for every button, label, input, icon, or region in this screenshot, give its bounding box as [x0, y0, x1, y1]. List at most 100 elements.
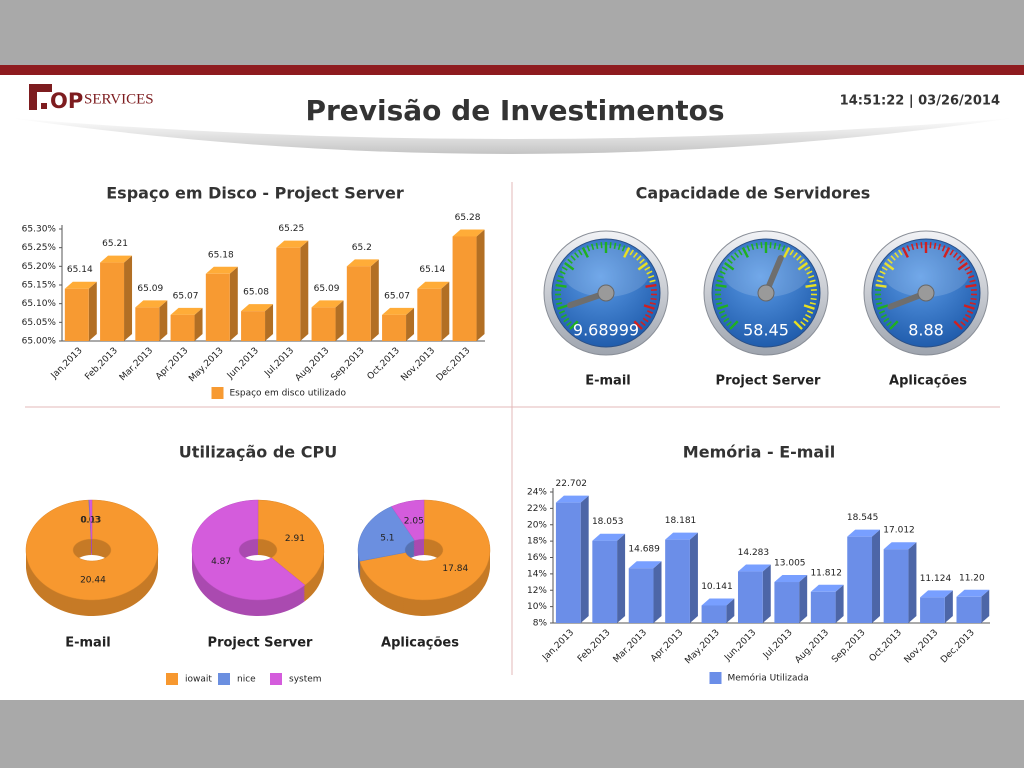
bar-top — [737, 564, 771, 572]
top-bar — [0, 0, 1024, 65]
gauge-tick — [727, 258, 733, 264]
bar — [555, 502, 581, 623]
chart-title: Capacidade de Servidores — [636, 184, 871, 203]
y-tick-label: 16% — [527, 553, 547, 563]
gauge-tick — [558, 310, 566, 314]
gauge-tick — [911, 243, 915, 251]
bar — [956, 596, 982, 623]
gauge-value: 58.45 — [743, 321, 789, 340]
bar — [382, 314, 407, 341]
gauge-cap — [917, 284, 935, 302]
data-label: 11.812 — [810, 568, 842, 578]
gauge-tick — [915, 242, 919, 249]
gauge-tick — [966, 270, 973, 275]
bar-top — [956, 589, 990, 597]
gauge-tick — [719, 270, 726, 275]
bar-side — [653, 561, 662, 623]
x-tick-label: Jan,2013 — [540, 628, 576, 664]
slice-label: 2.91 — [285, 534, 305, 544]
pie-slice — [357, 506, 416, 562]
x-tick-label: Sep,2013 — [830, 628, 867, 665]
gauge-tick — [600, 242, 603, 249]
gauge-tick — [810, 297, 817, 301]
bar — [417, 288, 442, 341]
gauge-tick — [648, 274, 655, 279]
gauge-tick — [621, 245, 626, 252]
bar — [311, 307, 336, 341]
x-tick-label: Feb,2013 — [576, 628, 613, 665]
gauge-tick — [773, 242, 777, 249]
bar — [810, 591, 836, 623]
gauge-tick — [897, 249, 903, 256]
gauge-tick — [937, 243, 941, 251]
red-band — [0, 65, 1024, 75]
y-tick-label: 65.30% — [22, 225, 57, 235]
bar-side — [124, 255, 133, 341]
bar — [241, 311, 266, 341]
gauge-tick — [943, 247, 951, 258]
y-tick-label: 65.00% — [22, 337, 57, 347]
bar-side — [981, 589, 990, 623]
gauge-tick — [805, 283, 817, 288]
legend-label: iowait — [185, 675, 212, 685]
gauge-tick — [968, 274, 975, 279]
y-tick-label: 65.15% — [22, 281, 57, 291]
gauge-tick — [586, 245, 591, 252]
y-tick-label: 24% — [527, 488, 547, 498]
bar-top — [346, 259, 379, 267]
gauge-value: 8.88 — [908, 321, 944, 340]
bar — [701, 605, 727, 623]
x-tick-label: May,2013 — [683, 628, 721, 666]
gauge-value: 9.68999 — [573, 321, 639, 340]
gauge-tick — [729, 320, 739, 330]
gauge-tick — [799, 258, 805, 264]
x-tick-label: Mar,2013 — [118, 346, 155, 383]
gauge-tick — [769, 242, 772, 249]
gauge-tick — [969, 279, 976, 283]
x-tick-label: Jan,2013 — [49, 346, 85, 382]
bar-top — [810, 584, 844, 592]
x-tick-label: Aug,2013 — [793, 628, 831, 666]
gauge-tick — [797, 262, 808, 271]
gauge-tick — [645, 283, 657, 288]
gauge-tick — [953, 320, 963, 330]
gauge-tick — [724, 262, 735, 271]
gauge-tick — [723, 317, 730, 323]
gauge-gloss — [882, 245, 970, 297]
data-label: 18.053 — [592, 517, 624, 527]
gauge-tick — [637, 262, 648, 271]
data-label: 65.09 — [137, 284, 163, 294]
gauge-tick — [623, 247, 631, 258]
bar-side — [194, 307, 203, 341]
gauge-tick — [960, 321, 966, 327]
gauge-tick — [949, 249, 955, 256]
gauge-tick — [650, 297, 657, 301]
gauge-tick — [804, 266, 811, 271]
gauge-tick — [646, 310, 654, 314]
gauge-tick — [877, 274, 884, 279]
gauge-tick — [901, 247, 909, 258]
x-tick-label: Aug,2013 — [294, 346, 332, 384]
gauge-tick — [957, 262, 968, 271]
gauge-tick — [879, 270, 886, 275]
gauge-tick — [555, 283, 567, 288]
bar — [100, 262, 125, 341]
gauge-tick — [717, 274, 724, 279]
gauge-gloss — [562, 245, 650, 297]
data-label: 18.545 — [847, 513, 879, 523]
bar — [883, 549, 909, 623]
gauge-tick — [613, 242, 617, 249]
gauge-tick — [906, 245, 911, 252]
bar-top — [452, 229, 485, 237]
slice-label: 4.87 — [211, 557, 231, 567]
pie-slice — [391, 499, 425, 541]
gauge-tick — [716, 279, 723, 283]
bar-side — [689, 532, 698, 623]
gauge-tick — [566, 321, 572, 327]
x-tick-label: Sep,2013 — [329, 346, 366, 383]
gauge-tick — [777, 243, 781, 251]
bar-top — [311, 300, 344, 308]
timestamp: 14:51:22 | 03/26/2014 — [840, 94, 1000, 109]
bar-top — [135, 300, 168, 308]
gauge-tick — [793, 320, 803, 330]
